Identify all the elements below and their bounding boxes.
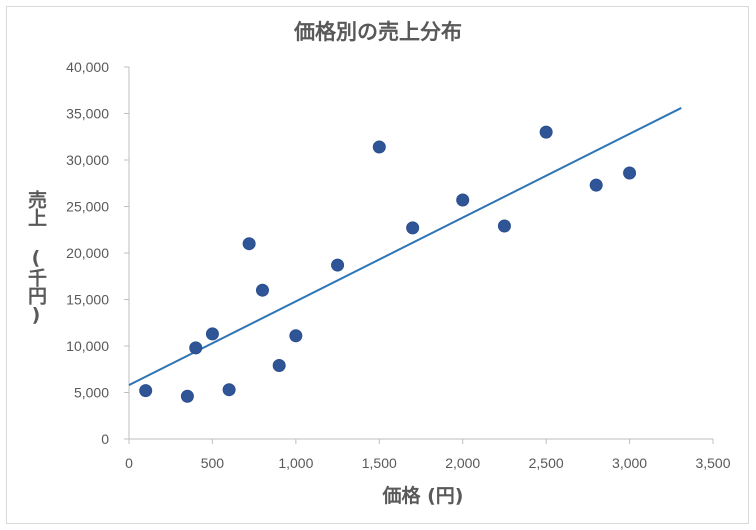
data-point [272,359,286,373]
trendline [128,107,682,386]
data-point [406,221,420,235]
data-point [539,125,553,139]
x-tick-label: 2,000 [445,455,480,471]
y-tick-label: 20,000 [66,245,109,261]
x-axis-title: 価格 (円) [382,485,464,507]
x-tick-label: 1,500 [362,455,397,471]
data-point [589,178,603,192]
x-tick-label: 3,500 [695,455,730,471]
data-point [331,258,345,272]
y-tick-label: 25,000 [66,199,109,215]
y-tick-label: 35,000 [66,106,109,122]
data-point [139,384,153,398]
y-tick-label: 15,000 [66,292,109,308]
data-point [623,166,637,180]
data-point [222,383,236,397]
chart-area [6,6,749,524]
data-point [372,140,386,154]
data-point [456,193,470,207]
chart-title: 価格別の売上分布 [294,20,462,44]
data-point [289,329,303,343]
data-point [497,219,511,233]
y-tick-label: 5,000 [74,385,109,401]
data-point [180,389,194,403]
y-tick-label: 30,000 [66,152,109,168]
x-tick-label: 2,500 [529,455,564,471]
y-tick-label: 40,000 [66,59,109,75]
x-tick-label: 500 [201,455,225,471]
y-axis-title: 売上 (千円) [25,190,47,325]
x-tick-label: 1,000 [278,455,313,471]
x-tick-label: 3,000 [612,455,647,471]
data-point [242,237,256,251]
y-tick-label: 0 [101,431,109,447]
data-point [255,283,269,297]
data-point [205,327,219,341]
y-tick-label: 10,000 [66,338,109,354]
x-tick-label: 0 [125,455,133,471]
data-point [189,341,203,355]
